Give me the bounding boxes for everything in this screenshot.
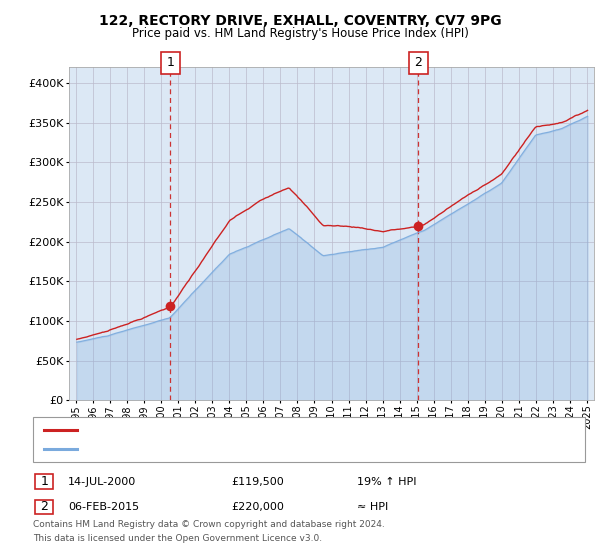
Text: This data is licensed under the Open Government Licence v3.0.: This data is licensed under the Open Gov…: [33, 534, 322, 543]
Text: 2: 2: [40, 500, 49, 514]
Text: 14-JUL-2000: 14-JUL-2000: [68, 477, 136, 487]
Text: 1: 1: [40, 475, 49, 488]
Text: ≈ HPI: ≈ HPI: [357, 502, 388, 512]
Text: £119,500: £119,500: [231, 477, 284, 487]
Text: Price paid vs. HM Land Registry's House Price Index (HPI): Price paid vs. HM Land Registry's House …: [131, 27, 469, 40]
Text: 19% ↑ HPI: 19% ↑ HPI: [357, 477, 416, 487]
Text: HPI: Average price, detached house, Nuneaton and Bedworth: HPI: Average price, detached house, Nune…: [83, 445, 403, 455]
Text: 06-FEB-2015: 06-FEB-2015: [68, 502, 139, 512]
Text: 2: 2: [414, 56, 422, 69]
Text: £220,000: £220,000: [231, 502, 284, 512]
Text: Contains HM Land Registry data © Crown copyright and database right 2024.: Contains HM Land Registry data © Crown c…: [33, 520, 385, 529]
Text: 1: 1: [167, 56, 175, 69]
Text: 122, RECTORY DRIVE, EXHALL, COVENTRY, CV7 9PG (detached house): 122, RECTORY DRIVE, EXHALL, COVENTRY, CV…: [83, 424, 449, 435]
Text: 122, RECTORY DRIVE, EXHALL, COVENTRY, CV7 9PG: 122, RECTORY DRIVE, EXHALL, COVENTRY, CV…: [98, 14, 502, 28]
